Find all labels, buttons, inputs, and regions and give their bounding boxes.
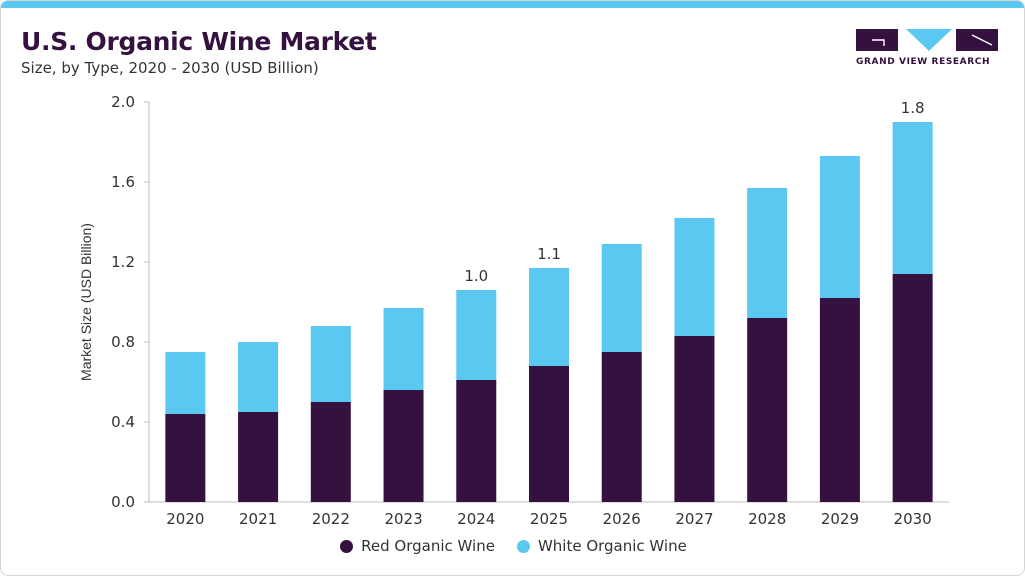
chart-legend: Red Organic Wine White Organic Wine xyxy=(1,537,1024,555)
chart-subtitle: Size, by Type, 2020 - 2030 (USD Billion) xyxy=(21,59,319,77)
bar-white-2026 xyxy=(601,244,642,352)
bar-red-2024 xyxy=(456,380,497,502)
bar-red-2028 xyxy=(747,318,788,502)
chart-title: U.S. Organic Wine Market xyxy=(21,27,377,56)
x-tick-label: 2027 xyxy=(675,510,713,528)
y-tick-label: 2.0 xyxy=(111,93,135,111)
y-tick-label: 1.6 xyxy=(111,173,135,191)
bar-red-2030 xyxy=(892,274,933,502)
bar-red-2025 xyxy=(529,366,569,502)
bar-red-2026 xyxy=(601,352,642,502)
legend-item-white-organic-wine: White Organic Wine xyxy=(516,537,687,555)
x-tick-label: 2020 xyxy=(166,510,204,528)
bar-red-2022 xyxy=(310,402,351,502)
bar-white-2030 xyxy=(892,122,933,274)
x-tick-label: 2029 xyxy=(821,510,859,528)
x-tick-label: 2025 xyxy=(530,510,568,528)
bar-red-2021 xyxy=(238,412,279,502)
y-tick-label: 0.8 xyxy=(111,333,135,351)
logo-text: GRAND VIEW RESEARCH xyxy=(856,57,991,67)
bar-red-2029 xyxy=(819,298,860,502)
bar-white-2023 xyxy=(383,308,424,390)
legend-label-red: Red Organic Wine xyxy=(361,537,495,555)
bar-red-2023 xyxy=(383,390,424,502)
x-tick-label: 2030 xyxy=(894,510,932,528)
bar-white-2024 xyxy=(456,290,497,380)
bar-white-2022 xyxy=(310,326,351,402)
bar-white-2021 xyxy=(238,342,279,412)
data-label-2030: 1.8 xyxy=(901,99,925,117)
legend-swatch-white xyxy=(516,539,530,553)
bar-white-2029 xyxy=(819,156,860,298)
x-tick-label: 2026 xyxy=(603,510,641,528)
legend-swatch-red xyxy=(340,539,354,553)
bar-white-2020 xyxy=(165,352,206,414)
legend-item-red-organic-wine: Red Organic Wine xyxy=(340,537,495,555)
legend-label-white: White Organic Wine xyxy=(537,537,687,555)
x-tick-label: 2023 xyxy=(384,510,422,528)
accent-bar xyxy=(1,1,1024,8)
x-tick-label: 2024 xyxy=(457,510,495,528)
bar-red-2027 xyxy=(674,336,715,502)
bar-white-2028 xyxy=(747,188,788,318)
data-label-2025: 1.1 xyxy=(537,245,561,263)
gvr-logo-icon xyxy=(856,29,998,51)
x-tick-label: 2028 xyxy=(748,510,786,528)
bar-white-2027 xyxy=(674,218,715,336)
bar-white-2025 xyxy=(529,268,569,366)
y-tick-label: 0.4 xyxy=(111,413,135,431)
x-tick-label: 2021 xyxy=(239,510,277,528)
y-tick-label: 0.0 xyxy=(111,493,135,511)
y-tick-label: 1.2 xyxy=(111,253,135,271)
bar-red-2020 xyxy=(165,414,206,502)
data-label-2024: 1.0 xyxy=(464,267,488,285)
x-tick-label: 2022 xyxy=(312,510,350,528)
y-axis-title: Market Size (USD Billion) xyxy=(78,223,94,381)
